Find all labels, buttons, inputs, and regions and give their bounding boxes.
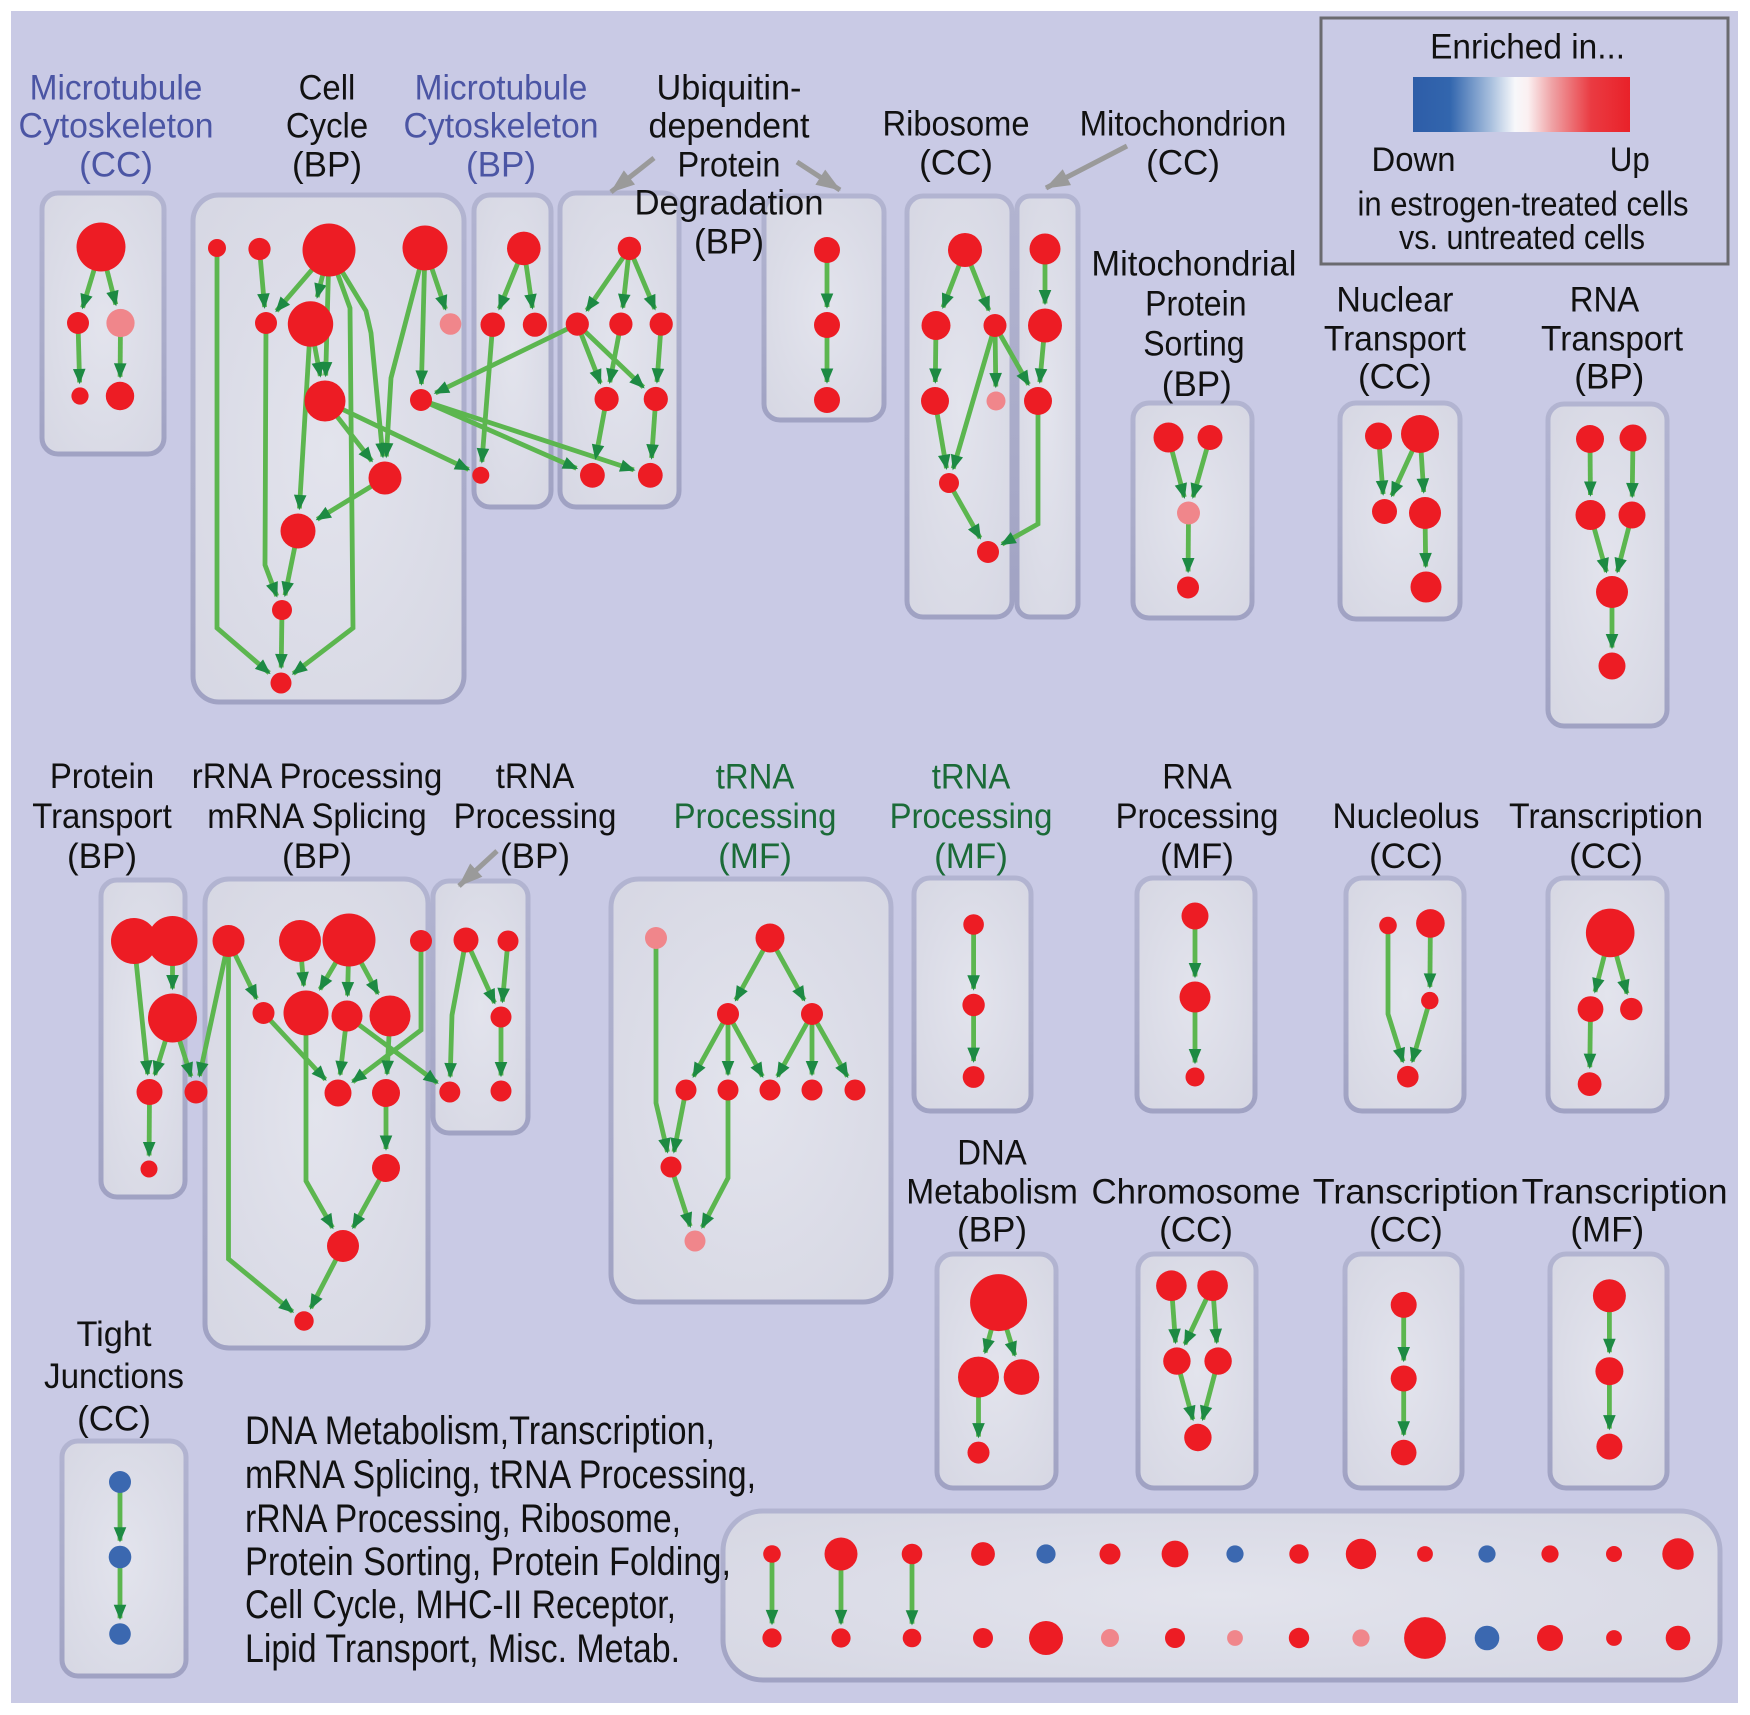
svg-text:Sorting: Sorting	[1143, 325, 1244, 364]
svg-text:DNA Metabolism,Transcription,: DNA Metabolism,Transcription,	[245, 1409, 715, 1453]
svg-text:Transcription: Transcription	[1522, 1173, 1728, 1212]
svg-text:Up: Up	[1610, 141, 1650, 179]
svg-text:Ribosome: Ribosome	[883, 105, 1030, 144]
svg-text:tRNA: tRNA	[716, 758, 795, 797]
svg-text:Ubiquitin-: Ubiquitin-	[657, 69, 802, 108]
svg-text:RNA: RNA	[1570, 281, 1640, 320]
svg-text:(MF): (MF)	[934, 837, 1008, 876]
svg-text:(CC): (CC)	[1146, 144, 1220, 183]
svg-text:(BP): (BP)	[1162, 365, 1232, 404]
svg-text:(CC): (CC)	[77, 1400, 151, 1439]
svg-text:DNA: DNA	[957, 1134, 1027, 1173]
svg-text:mRNA Splicing: mRNA Splicing	[207, 797, 426, 836]
svg-text:rRNA Processing: rRNA Processing	[192, 757, 443, 796]
svg-text:(CC): (CC)	[1569, 837, 1643, 876]
svg-text:Transport: Transport	[1541, 320, 1683, 359]
svg-text:Microtubule: Microtubule	[30, 69, 203, 108]
svg-text:(BP): (BP)	[282, 837, 352, 876]
svg-text:(BP): (BP)	[500, 837, 570, 876]
svg-text:Cycle: Cycle	[286, 107, 368, 146]
svg-text:Degradation: Degradation	[635, 184, 824, 223]
svg-text:(BP): (BP)	[292, 146, 362, 185]
svg-text:Cell: Cell	[299, 69, 356, 108]
svg-text:Cell Cycle, MHC-II Receptor,: Cell Cycle, MHC-II Receptor,	[245, 1583, 676, 1627]
svg-text:Transcription: Transcription	[1313, 1173, 1519, 1212]
svg-text:(CC): (CC)	[79, 146, 153, 185]
svg-text:Processing: Processing	[1116, 797, 1279, 836]
svg-text:(CC): (CC)	[919, 144, 993, 183]
svg-text:(MF): (MF)	[1160, 837, 1234, 876]
svg-text:Processing: Processing	[890, 797, 1053, 836]
svg-text:(CC): (CC)	[1358, 358, 1432, 397]
svg-text:dependent: dependent	[649, 107, 810, 146]
svg-text:Protein Sorting, Protein Foldi: Protein Sorting, Protein Folding,	[245, 1540, 731, 1584]
svg-text:Lipid Transport, Misc. Metab.: Lipid Transport, Misc. Metab.	[245, 1627, 680, 1671]
svg-text:Mitochondrial: Mitochondrial	[1091, 245, 1296, 284]
svg-text:in estrogen-treated cells: in estrogen-treated cells	[1358, 186, 1689, 224]
svg-text:Chromosome: Chromosome	[1092, 1173, 1301, 1212]
svg-text:Enriched in...: Enriched in...	[1430, 28, 1625, 67]
svg-text:tRNA: tRNA	[496, 757, 575, 796]
svg-text:vs. untreated cells: vs. untreated cells	[1399, 219, 1645, 257]
svg-text:(CC): (CC)	[1369, 837, 1443, 876]
svg-text:(BP): (BP)	[694, 223, 764, 262]
svg-text:(CC): (CC)	[1159, 1211, 1233, 1250]
svg-text:Microtubule: Microtubule	[415, 69, 588, 108]
svg-text:Transcription: Transcription	[1509, 797, 1703, 836]
svg-text:Tight: Tight	[77, 1315, 152, 1354]
svg-text:Protein: Protein	[1145, 285, 1246, 324]
svg-text:Transport: Transport	[32, 797, 172, 836]
svg-text:Processing: Processing	[454, 797, 617, 836]
svg-text:mRNA Splicing, tRNA Processing: mRNA Splicing, tRNA Processing,	[245, 1453, 756, 1497]
svg-text:(MF): (MF)	[1570, 1211, 1644, 1250]
svg-text:Cytoskeleton: Cytoskeleton	[404, 107, 599, 146]
svg-text:Down: Down	[1372, 141, 1456, 179]
svg-text:RNA: RNA	[1162, 758, 1232, 797]
svg-text:Processing: Processing	[674, 797, 837, 836]
svg-text:Nuclear: Nuclear	[1336, 281, 1453, 320]
svg-text:(BP): (BP)	[1574, 358, 1644, 397]
svg-text:Protein: Protein	[678, 146, 781, 185]
svg-text:Transport: Transport	[1324, 320, 1466, 359]
svg-text:Mitochondrion: Mitochondrion	[1080, 105, 1287, 144]
svg-text:Cytoskeleton: Cytoskeleton	[19, 107, 214, 146]
svg-text:rRNA Processing, Ribosome,: rRNA Processing, Ribosome,	[245, 1497, 681, 1541]
svg-text:tRNA: tRNA	[932, 758, 1011, 797]
svg-text:Junctions: Junctions	[44, 1357, 184, 1396]
svg-text:Nucleolus: Nucleolus	[1333, 797, 1480, 836]
svg-text:(BP): (BP)	[957, 1211, 1027, 1250]
svg-text:(BP): (BP)	[67, 837, 137, 876]
svg-text:(BP): (BP)	[466, 146, 536, 185]
svg-text:(MF): (MF)	[718, 837, 792, 876]
svg-text:Metabolism: Metabolism	[906, 1173, 1078, 1212]
svg-text:Protein: Protein	[50, 757, 154, 796]
svg-text:(CC): (CC)	[1369, 1211, 1443, 1250]
